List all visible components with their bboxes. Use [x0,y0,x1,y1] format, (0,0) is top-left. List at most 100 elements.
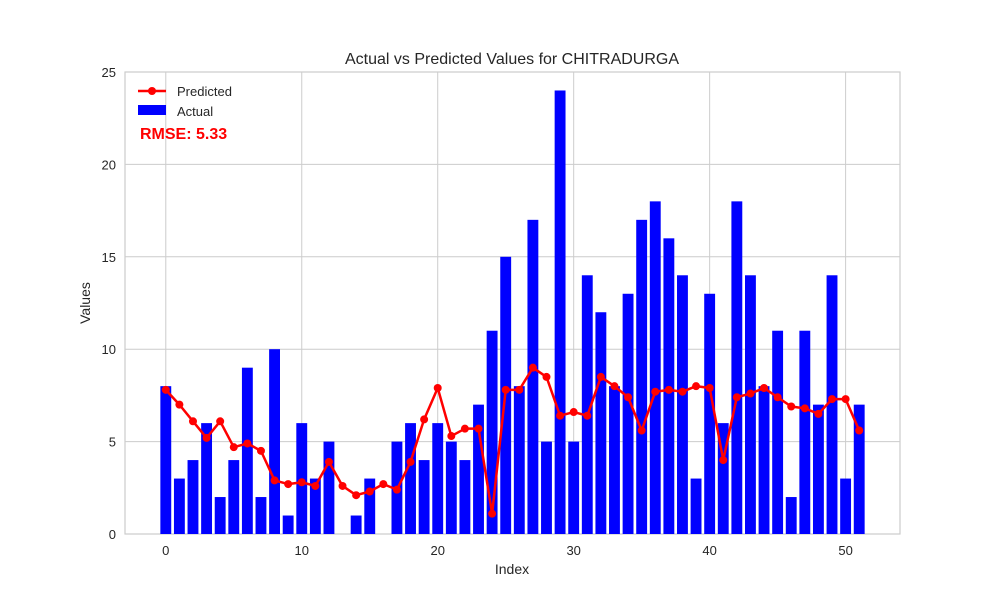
predicted-point [746,389,755,398]
actual-bar [255,497,267,534]
actual-bar [581,275,593,534]
actual-bar [418,460,430,534]
predicted-point [515,385,524,394]
actual-bar [731,201,743,535]
actual-bar [160,386,172,534]
legend-predicted-marker [148,87,156,95]
x-tick-label: 10 [295,543,309,558]
actual-bar [241,367,253,534]
actual-bar [554,90,566,534]
x-tick-label: 40 [702,543,716,558]
predicted-point [365,487,374,496]
actual-bar [772,330,784,534]
actual-bar [173,478,185,534]
actual-bar [350,515,362,534]
y-tick-label: 15 [102,250,116,265]
y-tick-label: 0 [109,527,116,542]
predicted-point [229,443,238,452]
x-tick-label: 20 [430,543,444,558]
predicted-point [379,480,388,489]
y-axis-label: Values [77,282,93,324]
actual-bar [799,330,811,534]
actual-bar [187,460,199,534]
legend-actual-swatch [138,105,166,115]
actual-bar [826,275,838,534]
predicted-point [732,393,741,402]
predicted-point [338,481,347,490]
actual-bar [486,330,498,534]
predicted-point [488,509,497,518]
predicted-point [392,485,401,494]
actual-bar [758,386,770,534]
actual-bar [677,275,688,534]
actual-bar [405,423,416,534]
predicted-point [610,382,619,391]
predicted-line [161,363,864,518]
legend-actual-label: Actual [177,104,213,119]
actual-bar [609,386,620,534]
predicted-point [406,457,415,466]
y-ticks: 0 5 10 15 20 25 [102,65,116,542]
y-tick-label: 10 [102,342,116,357]
predicted-point [773,393,782,402]
predicted-point [243,439,252,448]
actual-bar [513,386,525,534]
predicted-point [433,384,442,393]
grid [125,71,900,535]
actual-bar [527,219,539,534]
predicted-point [542,372,551,381]
predicted-point [855,426,864,435]
predicted-point [828,395,837,404]
actual-bar [309,478,321,534]
predicted-point [664,385,673,394]
predicted-point [705,384,714,393]
rmse-annotation: RMSE: 5.33 [140,126,227,143]
predicted-point [814,409,823,418]
actual-bar [812,404,824,534]
predicted-point [624,393,633,402]
x-axis-label: Index [495,561,529,577]
predicted-point [596,372,605,381]
x-ticks: 0 10 20 30 40 50 [162,543,853,558]
predicted-series-line [164,366,861,515]
predicted-point [311,481,320,490]
predicted-point [460,424,469,433]
legend-predicted-label: Predicted [177,84,232,99]
actual-bar [704,293,716,534]
x-tick-label: 30 [566,543,580,558]
predicted-point [528,363,537,372]
actual-bar [541,441,552,534]
actual-bar [473,404,484,534]
predicted-point [216,417,225,426]
actual-bar [622,293,634,534]
chart-title: Actual vs Predicted Values for CHITRADUR… [345,51,679,68]
predicted-point [678,387,687,396]
actual-bar [214,497,226,534]
predicted-point [324,457,333,466]
actual-bar [595,312,607,534]
predicted-point [474,424,483,433]
actual-bar [840,478,852,534]
predicted-point [175,400,184,409]
actual-bar [690,478,702,534]
actual-bar [201,423,213,534]
actual-bar [445,441,457,534]
y-tick-label: 5 [109,435,116,450]
actual-bar [269,349,280,534]
actual-bar [785,497,797,534]
predicted-point [352,491,361,500]
predicted-point [760,384,769,393]
actual-bar [282,515,294,534]
predicted-point [297,478,306,487]
predicted-point [270,476,279,485]
predicted-point [800,404,809,413]
predicted-point [284,480,293,489]
predicted-point [447,432,456,441]
predicted-point [501,385,510,394]
predicted-point [583,411,592,420]
y-tick-label: 25 [102,65,116,80]
actual-bar [745,275,756,534]
predicted-point [202,433,211,442]
actual-bar [636,219,648,534]
